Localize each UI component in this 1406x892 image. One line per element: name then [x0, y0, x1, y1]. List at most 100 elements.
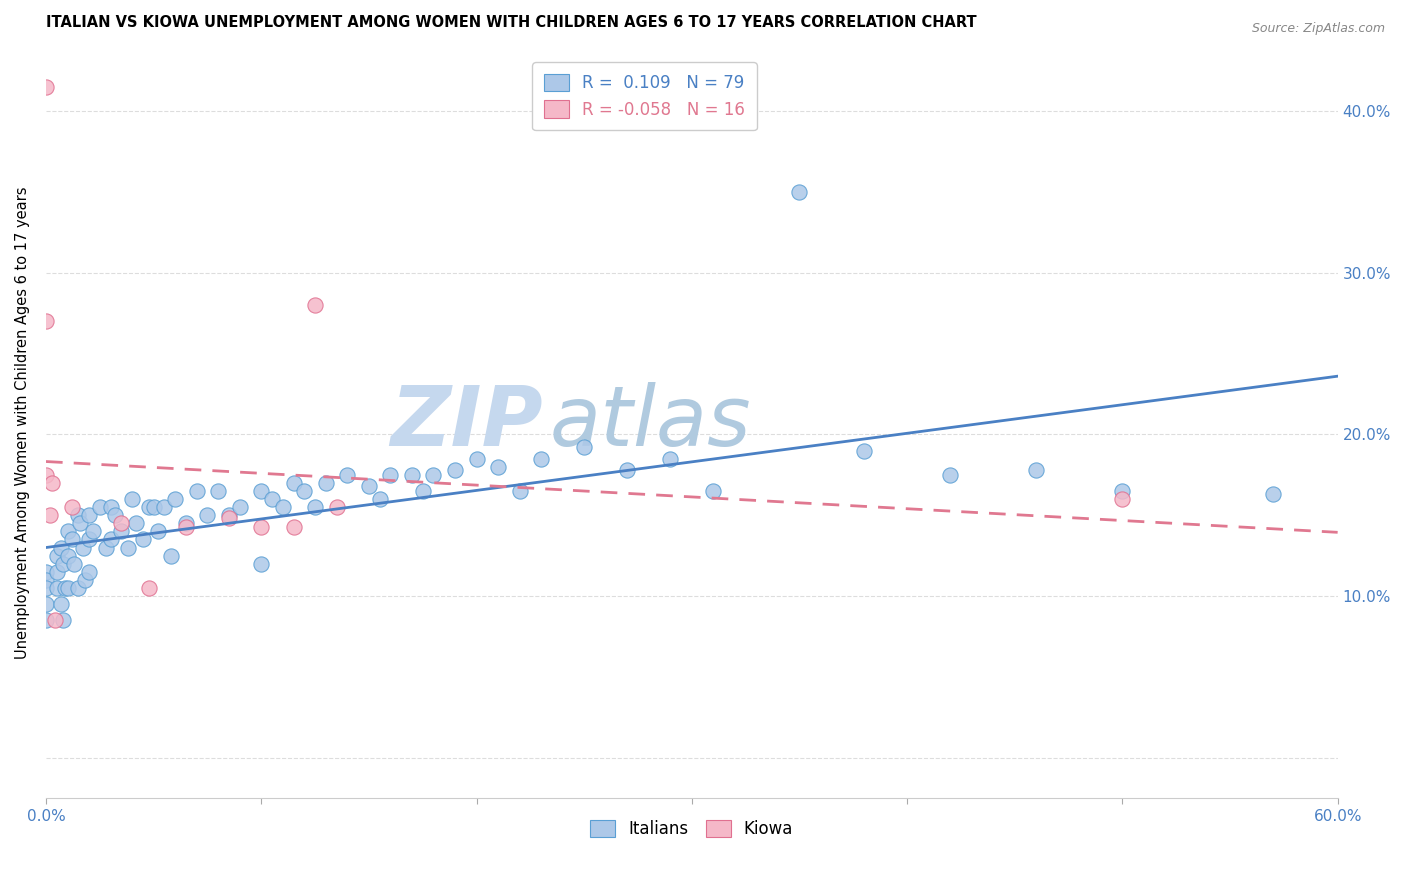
Point — [110, 516, 132, 531]
Point — [153, 500, 176, 515]
Point — [1111, 483, 1133, 498]
Point — [104, 508, 127, 523]
Point — [63, 557, 86, 571]
Point — [197, 508, 219, 523]
Point — [412, 483, 434, 498]
Point — [45, 581, 67, 595]
Point — [465, 451, 488, 466]
Text: ITALIAN VS KIOWA UNEMPLOYMENT AMONG WOMEN WITH CHILDREN AGES 6 TO 17 YEARS CORRE: ITALIAN VS KIOWA UNEMPLOYMENT AMONG WOME… — [46, 15, 977, 30]
Point — [283, 519, 305, 533]
Point — [69, 516, 91, 531]
Point — [73, 573, 96, 587]
Point — [572, 441, 595, 455]
Point — [35, 573, 58, 587]
Point — [53, 581, 76, 595]
Point — [218, 508, 240, 523]
Point — [35, 597, 58, 611]
Point — [72, 541, 94, 555]
Point — [315, 475, 337, 490]
Point — [292, 483, 315, 498]
Point — [174, 519, 197, 533]
Point — [325, 500, 347, 515]
Point — [250, 483, 273, 498]
Point — [1025, 463, 1047, 477]
Point — [250, 519, 273, 533]
Point — [49, 541, 72, 555]
Point — [100, 500, 122, 515]
Point — [35, 565, 58, 579]
Point — [52, 613, 75, 627]
Point — [56, 549, 79, 563]
Point — [35, 581, 58, 595]
Point — [939, 467, 962, 482]
Point — [509, 483, 531, 498]
Point — [121, 492, 143, 507]
Text: ZIP: ZIP — [391, 382, 543, 463]
Point — [304, 298, 326, 312]
Point — [52, 557, 75, 571]
Point — [304, 500, 326, 515]
Point — [56, 524, 79, 539]
Point — [77, 508, 100, 523]
Point — [146, 524, 169, 539]
Point — [174, 516, 197, 531]
Point — [77, 565, 100, 579]
Point — [45, 549, 67, 563]
Point — [444, 463, 467, 477]
Point — [138, 500, 160, 515]
Text: atlas: atlas — [550, 382, 751, 463]
Point — [702, 483, 724, 498]
Point — [207, 483, 229, 498]
Point — [853, 443, 876, 458]
Point — [530, 451, 553, 466]
Point — [1261, 487, 1284, 501]
Point — [35, 314, 58, 328]
Point — [250, 557, 273, 571]
Point — [67, 508, 90, 523]
Point — [117, 541, 139, 555]
Point — [218, 511, 240, 525]
Point — [271, 500, 294, 515]
Point — [67, 581, 90, 595]
Point — [336, 467, 359, 482]
Point — [368, 492, 391, 507]
Point — [35, 613, 58, 627]
Point — [49, 597, 72, 611]
Point — [357, 479, 380, 493]
Point — [44, 613, 66, 627]
Point — [283, 475, 305, 490]
Point — [77, 533, 100, 547]
Point — [35, 79, 58, 94]
Point — [142, 500, 165, 515]
Point — [35, 467, 58, 482]
Point — [486, 459, 509, 474]
Point — [60, 500, 83, 515]
Legend: Italians, Kiowa: Italians, Kiowa — [582, 812, 801, 847]
Point — [228, 500, 250, 515]
Point — [186, 483, 208, 498]
Point — [1111, 492, 1133, 507]
Point — [41, 475, 63, 490]
Point — [56, 581, 79, 595]
Point — [100, 533, 122, 547]
Point — [125, 516, 148, 531]
Point — [659, 451, 682, 466]
Point — [260, 492, 283, 507]
Point — [89, 500, 111, 515]
Point — [422, 467, 444, 482]
Y-axis label: Unemployment Among Women with Children Ages 6 to 17 years: Unemployment Among Women with Children A… — [15, 186, 30, 658]
Point — [160, 549, 183, 563]
Point — [60, 533, 83, 547]
Point — [45, 565, 67, 579]
Point — [165, 492, 187, 507]
Point — [401, 467, 423, 482]
Point — [132, 533, 155, 547]
Point — [39, 508, 62, 523]
Point — [96, 541, 118, 555]
Point — [789, 185, 811, 199]
Point — [110, 524, 132, 539]
Point — [616, 463, 638, 477]
Text: Source: ZipAtlas.com: Source: ZipAtlas.com — [1251, 22, 1385, 36]
Point — [380, 467, 402, 482]
Point — [82, 524, 104, 539]
